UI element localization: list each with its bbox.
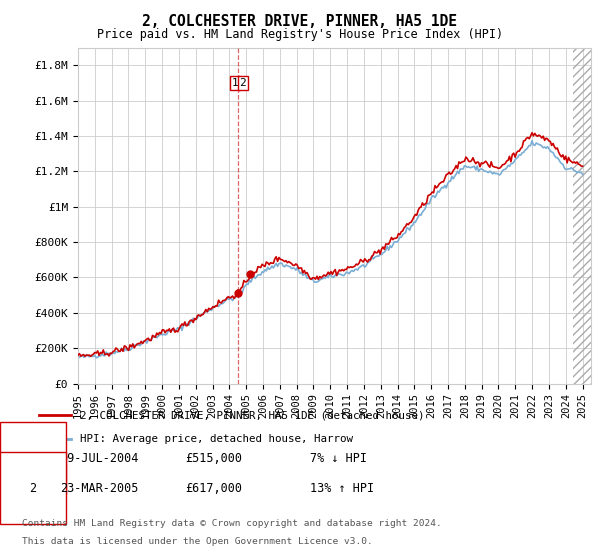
Text: 2: 2 — [29, 482, 37, 494]
Bar — [573, 48, 591, 384]
Text: £617,000: £617,000 — [185, 482, 242, 494]
Text: 1: 1 — [232, 78, 239, 88]
Text: Price paid vs. HM Land Registry's House Price Index (HPI): Price paid vs. HM Land Registry's House … — [97, 28, 503, 41]
Text: 13% ↑ HPI: 13% ↑ HPI — [310, 482, 374, 494]
Text: HPI: Average price, detached house, Harrow: HPI: Average price, detached house, Harr… — [79, 433, 353, 444]
Text: 2, COLCHESTER DRIVE, PINNER, HA5 1DE (detached house): 2, COLCHESTER DRIVE, PINNER, HA5 1DE (de… — [79, 410, 424, 421]
Text: 1: 1 — [29, 451, 37, 464]
Text: £515,000: £515,000 — [185, 451, 242, 464]
Text: 2: 2 — [239, 78, 246, 88]
Text: 09-JUL-2004: 09-JUL-2004 — [60, 451, 139, 464]
Text: 7% ↓ HPI: 7% ↓ HPI — [310, 451, 367, 464]
Text: 2, COLCHESTER DRIVE, PINNER, HA5 1DE: 2, COLCHESTER DRIVE, PINNER, HA5 1DE — [143, 14, 458, 29]
Text: This data is licensed under the Open Government Licence v3.0.: This data is licensed under the Open Gov… — [22, 538, 373, 547]
Text: Contains HM Land Registry data © Crown copyright and database right 2024.: Contains HM Land Registry data © Crown c… — [22, 520, 442, 529]
Text: 23-MAR-2005: 23-MAR-2005 — [60, 482, 139, 494]
